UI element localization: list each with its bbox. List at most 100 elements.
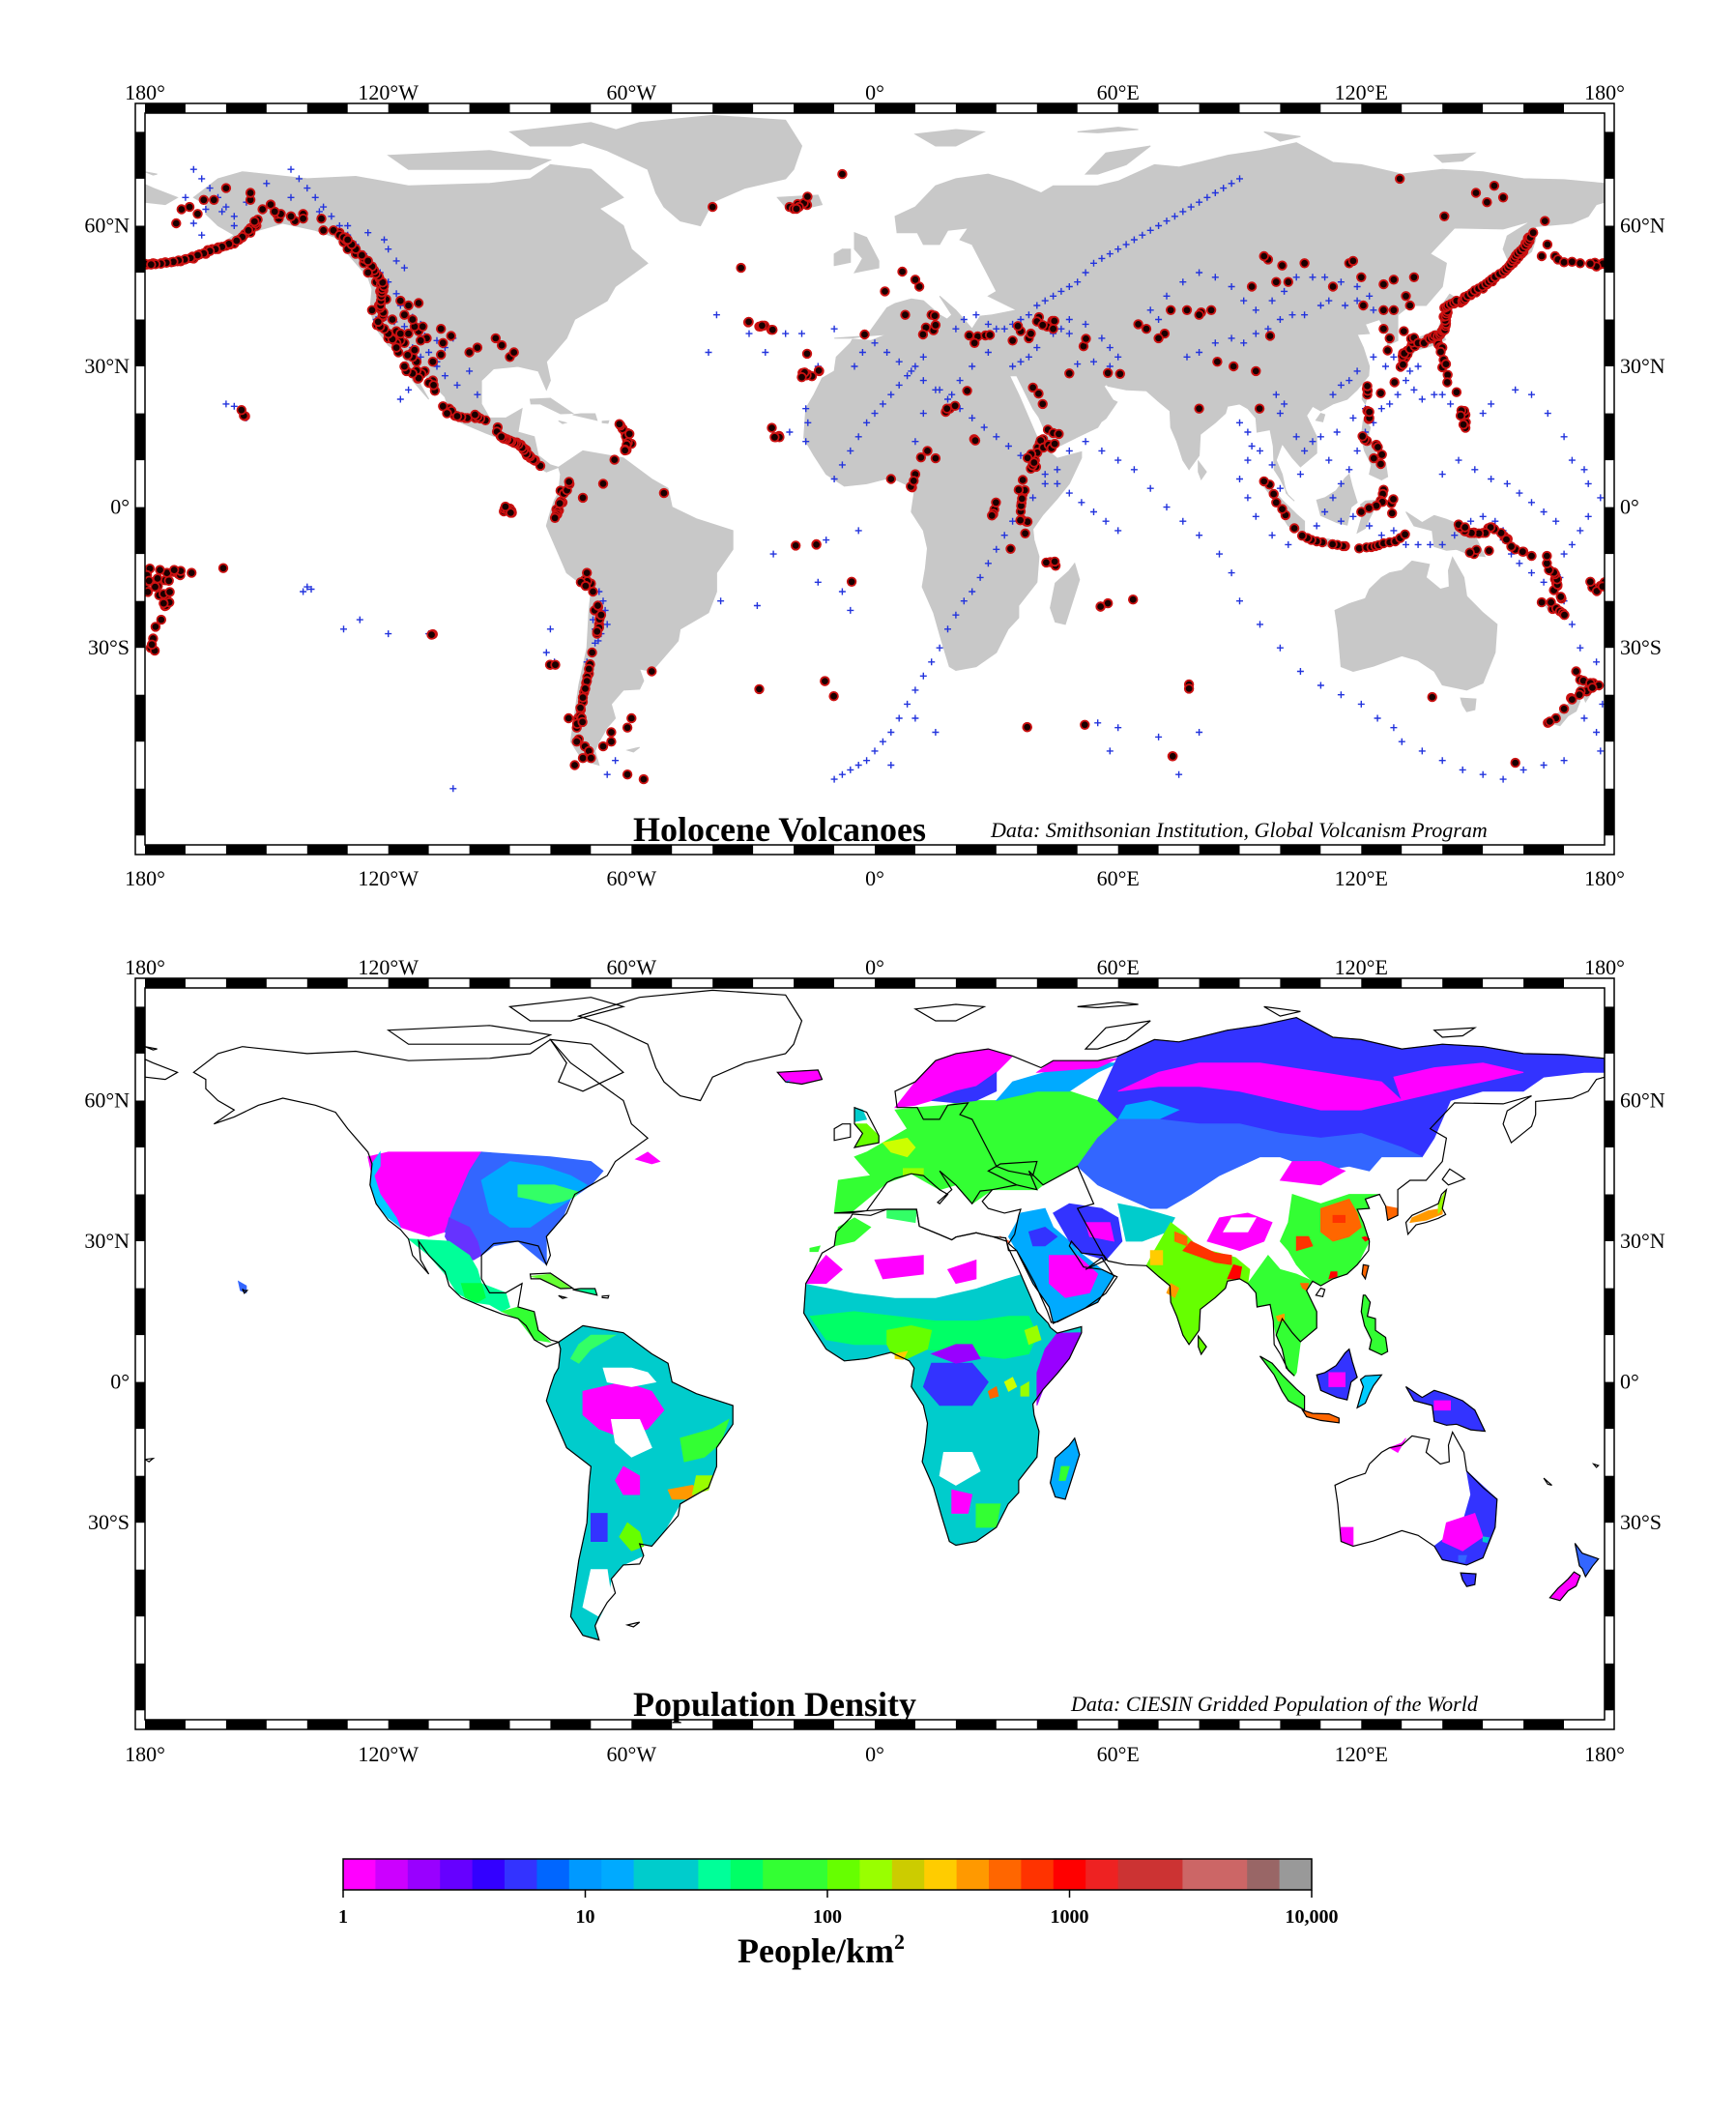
longitude-label: 120°W	[358, 80, 419, 104]
volcano-marker-other	[1041, 297, 1049, 305]
volcano-marker-holocene	[426, 629, 437, 640]
volcano-marker-holocene	[1400, 529, 1410, 540]
volcano-marker-other	[1418, 395, 1426, 403]
volcano-marker-other	[1248, 443, 1256, 450]
land-mass	[508, 122, 625, 147]
frame-band	[135, 413, 145, 461]
frame-band	[135, 600, 145, 649]
colorbar-swatch	[343, 1859, 376, 1890]
frame-band	[1523, 103, 1564, 113]
volcano-marker-other	[1114, 724, 1122, 732]
volcano-marker-holocene	[1277, 260, 1288, 271]
longitude-label: 180°	[1584, 80, 1625, 104]
volcano-marker-holocene	[626, 712, 637, 724]
volcano-marker-holocene	[1347, 255, 1359, 267]
frame-band	[1605, 225, 1614, 273]
volcano-marker-holocene	[1574, 689, 1585, 700]
volcano-marker-holocene	[1251, 365, 1261, 377]
longitude-label: 0°	[865, 866, 884, 890]
frame-band	[1361, 978, 1403, 988]
volcano-marker-other	[1082, 269, 1089, 276]
volcano-marker-holocene	[554, 498, 565, 508]
frame-band	[135, 1475, 145, 1523]
longitude-label: 60°W	[607, 80, 657, 104]
volcano-marker-other	[1179, 208, 1187, 216]
volcano-marker-holocene	[1259, 476, 1269, 487]
volcano-marker-other	[1236, 597, 1243, 605]
volcano-marker-other	[1528, 499, 1535, 507]
volcano-marker-other	[838, 588, 846, 595]
volcano-marker-other	[1403, 540, 1409, 548]
volcano-marker-other	[1183, 353, 1191, 361]
volcano-marker-other	[1228, 569, 1235, 577]
frame-band	[1199, 1720, 1240, 1729]
volcano-marker-other	[1390, 527, 1398, 535]
latitude-label: 60°N	[1620, 1088, 1665, 1113]
frame-band	[1036, 1720, 1078, 1729]
volcano-marker-other	[1540, 762, 1548, 769]
frame-band	[135, 1006, 145, 1054]
volcano-marker-holocene	[1133, 319, 1143, 330]
volcano-marker-holocene	[1388, 305, 1400, 316]
volcano-marker-other	[919, 672, 927, 680]
frame-band	[135, 319, 145, 366]
volcano-marker-holocene	[859, 329, 870, 340]
colorbar: 1 10 100 1000 10,000 People/km2	[338, 1858, 1339, 1970]
volcano-marker-holocene	[427, 357, 439, 367]
volcano-marker-other	[1394, 391, 1402, 398]
volcano-marker-holocene	[399, 361, 410, 372]
volcano-marker-holocene	[1399, 326, 1409, 336]
volcano-marker-other	[1580, 714, 1588, 722]
population-region	[1149, 1250, 1164, 1265]
population-region	[569, 1334, 618, 1364]
volcano-marker-other	[1000, 325, 1008, 333]
volcano-marker-other	[287, 193, 295, 201]
longitude-label: 0°	[865, 1742, 884, 1766]
volcano-marker-holocene	[395, 295, 406, 306]
frame-band	[135, 1663, 145, 1711]
volcano-marker-holocene	[1327, 281, 1339, 292]
volcano-marker-holocene	[1382, 345, 1393, 356]
volcano-marker-holocene	[1527, 227, 1539, 238]
volcano-marker-other	[356, 616, 363, 624]
volcano-marker-other	[798, 330, 805, 337]
frame-band	[1199, 978, 1240, 988]
latitude-label: 30°S	[1620, 1510, 1662, 1534]
volcano-marker-holocene	[1048, 324, 1058, 334]
frame-band	[1036, 978, 1078, 988]
volcano-marker-holocene	[1518, 546, 1528, 557]
coastline	[1077, 1001, 1139, 1009]
volcano-marker-holocene	[1033, 389, 1044, 399]
population-region	[1077, 1118, 1423, 1209]
volcano-marker-holocene	[930, 320, 941, 331]
volcano-marker-holocene	[1545, 716, 1555, 727]
volcano-marker-other	[182, 193, 189, 201]
volcano-marker-other	[1106, 747, 1114, 755]
population-region	[874, 1255, 924, 1280]
coastline	[1460, 1572, 1477, 1587]
coastline	[576, 989, 803, 1102]
volcano-marker-holocene	[236, 405, 247, 416]
frame-band	[469, 978, 510, 988]
volcano-marker-other	[969, 588, 976, 595]
frame-band	[1117, 845, 1159, 855]
volcano-marker-other	[1491, 517, 1499, 525]
volcano-marker-other	[883, 349, 891, 356]
volcano-marker-other	[202, 206, 210, 213]
latitude-label: 0°	[1620, 1370, 1639, 1394]
frame-band	[1523, 845, 1564, 855]
frame-band	[631, 103, 673, 113]
longitude-label: 120°W	[358, 955, 419, 979]
frame-band	[955, 978, 997, 988]
latitude-label: 30°S	[88, 1510, 130, 1534]
volcano-marker-other	[802, 438, 810, 446]
volcano-marker-holocene	[930, 452, 941, 464]
frame-band	[1605, 1100, 1614, 1147]
volcano-marker-holocene	[910, 275, 921, 285]
frame-band	[388, 103, 429, 113]
volcano-marker-other	[1357, 700, 1365, 708]
population-region	[1117, 1062, 1403, 1111]
volcano-marker-holocene	[1020, 528, 1030, 539]
volcano-marker-other	[1503, 479, 1511, 487]
volcano-marker-other	[315, 208, 323, 216]
